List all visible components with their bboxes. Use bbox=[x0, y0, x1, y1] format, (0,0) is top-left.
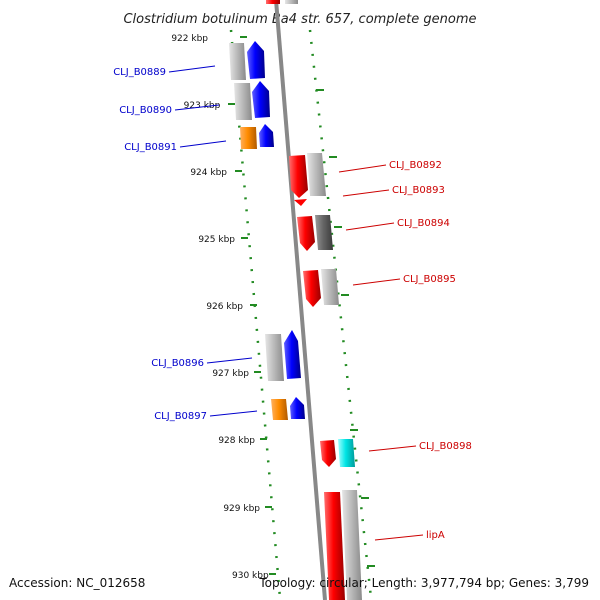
kbp-label: 927 kbp bbox=[212, 369, 249, 379]
gene-shape bbox=[229, 43, 246, 80]
gene-shape bbox=[321, 269, 339, 305]
gene-label: CLJ_B0890 bbox=[119, 105, 172, 116]
gene-arrow-red bbox=[297, 216, 315, 251]
gene-label: CLJ_B0889 bbox=[113, 67, 166, 78]
gene-shape bbox=[240, 127, 257, 149]
kbp-label: 930 kbp bbox=[232, 571, 269, 581]
leader-line bbox=[168, 65, 216, 73]
genome-axis bbox=[274, 0, 327, 600]
gene-arrow-blue bbox=[247, 41, 265, 79]
gene-arrow-red bbox=[303, 270, 321, 307]
kbp-ticks-left bbox=[228, 36, 276, 575]
gene-shape bbox=[307, 153, 326, 196]
leader-line bbox=[209, 410, 258, 417]
leader-line bbox=[338, 164, 387, 173]
leader-line bbox=[368, 445, 417, 452]
gene-shape bbox=[342, 490, 362, 600]
gene-shape bbox=[338, 439, 355, 467]
gene-label: CLJ_B0893 bbox=[392, 185, 445, 196]
gene-shape bbox=[234, 83, 252, 120]
kbp-label: 925 kbp bbox=[198, 235, 235, 245]
genes-right-strand bbox=[289, 153, 362, 600]
genome-title: Clostridium botulinum Ba4 str. 657, comp… bbox=[123, 12, 476, 27]
gene-labels-left: CLJ_B0889 CLJ_B0890 CLJ_B0891 CLJ_B0896 … bbox=[113, 65, 258, 422]
accession-text: Accession: NC_012658 bbox=[9, 576, 145, 590]
gene-arrow-blue bbox=[259, 124, 274, 147]
gene-shape bbox=[315, 215, 333, 250]
leader-line bbox=[345, 222, 395, 231]
gene-shape bbox=[324, 492, 345, 600]
gene-shape bbox=[285, 0, 298, 4]
gene-arrow-blue bbox=[284, 330, 301, 379]
leader-line bbox=[206, 357, 253, 364]
gene-label: CLJ_B0894 bbox=[397, 218, 450, 229]
gene-shape bbox=[271, 399, 288, 420]
gene-label: CLJ_B0891 bbox=[124, 142, 177, 153]
kbp-label: 922 kbp bbox=[171, 34, 208, 44]
gene-arrow-blue bbox=[290, 397, 305, 419]
leader-line bbox=[174, 104, 220, 111]
kbp-labels: 922 kbp 923 kbp 924 kbp 925 kbp 926 kbp … bbox=[171, 34, 269, 581]
gene-arrow-red bbox=[320, 440, 336, 467]
genes-left-strand bbox=[229, 0, 305, 420]
kbp-label: 928 kbp bbox=[218, 436, 255, 446]
gene-label: CLJ_B0898 bbox=[419, 441, 472, 452]
kbp-label: 924 kbp bbox=[190, 168, 227, 178]
gene-label: CLJ_B0896 bbox=[151, 358, 204, 369]
kbp-label: 923 kbp bbox=[184, 101, 221, 111]
gene-shape bbox=[266, 0, 280, 4]
gene-arrow-blue bbox=[252, 81, 270, 118]
gene-label: lipA bbox=[426, 530, 445, 541]
kbp-ticks-right bbox=[316, 89, 375, 567]
gene-arrow-red-small bbox=[294, 199, 307, 206]
gene-label: CLJ_B0897 bbox=[154, 411, 207, 422]
gene-label: CLJ_B0895 bbox=[403, 274, 456, 285]
gene-shape bbox=[265, 334, 284, 381]
leader-line bbox=[179, 140, 227, 148]
topology-text: Topology: circular; Length: 3,977,794 bp… bbox=[258, 576, 589, 590]
gene-arrow-red bbox=[289, 155, 308, 198]
leader-line bbox=[352, 278, 401, 286]
leader-line bbox=[374, 534, 424, 541]
kbp-label: 926 kbp bbox=[206, 302, 243, 312]
leader-line bbox=[342, 189, 390, 197]
gene-labels-right: CLJ_B0892 CLJ_B0893 CLJ_B0894 CLJ_B0895 … bbox=[338, 160, 472, 541]
kbp-label: 929 kbp bbox=[223, 504, 260, 514]
gene-label: CLJ_B0892 bbox=[389, 160, 442, 171]
